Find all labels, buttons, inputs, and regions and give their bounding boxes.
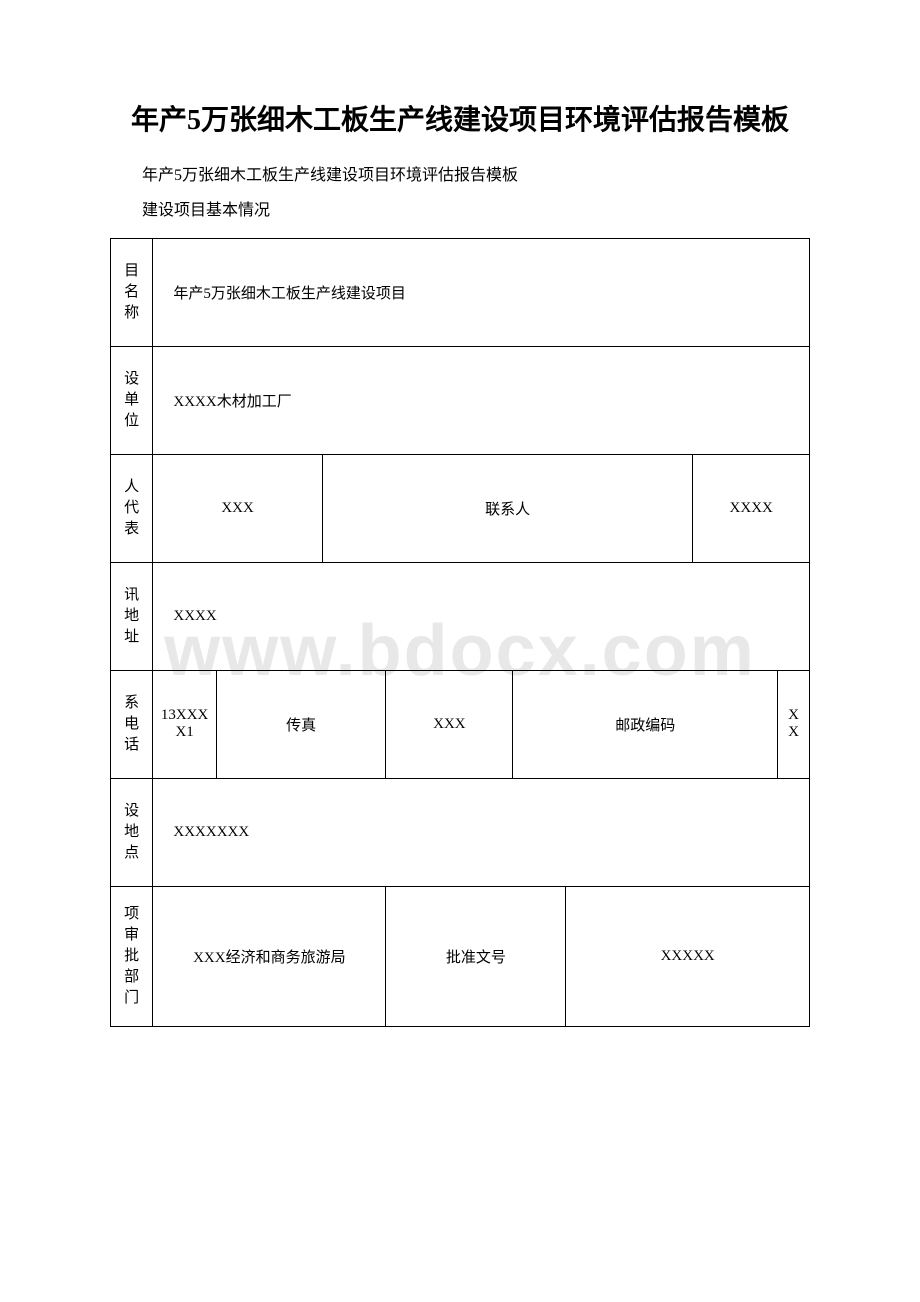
build-unit-label: 设单位	[111, 346, 153, 454]
fax-value: XXX	[386, 670, 513, 778]
table-row: 人代表 XXX 联系人 XXXX	[111, 454, 810, 562]
approval-num-value: XXXXX	[566, 886, 810, 1026]
fax-label: 传真	[216, 670, 385, 778]
table-row: 讯地址 XXXX	[111, 562, 810, 670]
postcode-value: XX	[778, 670, 810, 778]
phone-value: 13XXXX1	[153, 670, 217, 778]
section-heading: 建设项目基本情况	[110, 197, 810, 226]
phone-label: 系电话	[111, 670, 153, 778]
info-table: 目名称 年产5万张细木工板生产线建设项目 设单位 XXXX木材加工厂 人代表 X…	[110, 238, 810, 1027]
representative-value: XXX	[153, 454, 322, 562]
main-title: 年产5万张细木工板生产线建设项目环境评估报告模板	[110, 100, 810, 142]
sub-title: 年产5万张细木工板生产线建设项目环境评估报告模板	[110, 162, 810, 191]
location-value: XXXXXXX	[153, 778, 810, 886]
address-value: XXXX	[153, 562, 810, 670]
table-row: 系电话 13XXXX1 传真 XXX 邮政编码 XX	[111, 670, 810, 778]
approval-dept-label: 项审批部门	[111, 886, 153, 1026]
table-row: 设单位 XXXX木材加工厂	[111, 346, 810, 454]
project-name-label: 目名称	[111, 238, 153, 346]
postcode-label: 邮政编码	[513, 670, 778, 778]
address-label: 讯地址	[111, 562, 153, 670]
contact-label: 联系人	[322, 454, 693, 562]
contact-value: XXXX	[693, 454, 810, 562]
project-name-value: 年产5万张细木工板生产线建设项目	[153, 238, 810, 346]
approval-num-label: 批准文号	[386, 886, 566, 1026]
document-content: 年产5万张细木工板生产线建设项目环境评估报告模板 年产5万张细木工板生产线建设项…	[110, 100, 810, 1027]
table-row: 项审批部门 XXX经济和商务旅游局 批准文号 XXXXX	[111, 886, 810, 1026]
location-label: 设地点	[111, 778, 153, 886]
build-unit-value: XXXX木材加工厂	[153, 346, 810, 454]
approval-dept-value: XXX经济和商务旅游局	[153, 886, 386, 1026]
representative-label: 人代表	[111, 454, 153, 562]
table-row: 设地点 XXXXXXX	[111, 778, 810, 886]
table-row: 目名称 年产5万张细木工板生产线建设项目	[111, 238, 810, 346]
